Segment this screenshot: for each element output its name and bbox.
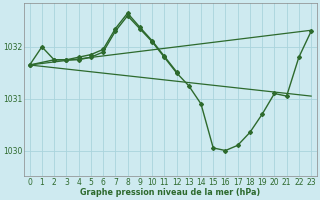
X-axis label: Graphe pression niveau de la mer (hPa): Graphe pression niveau de la mer (hPa) (80, 188, 260, 197)
